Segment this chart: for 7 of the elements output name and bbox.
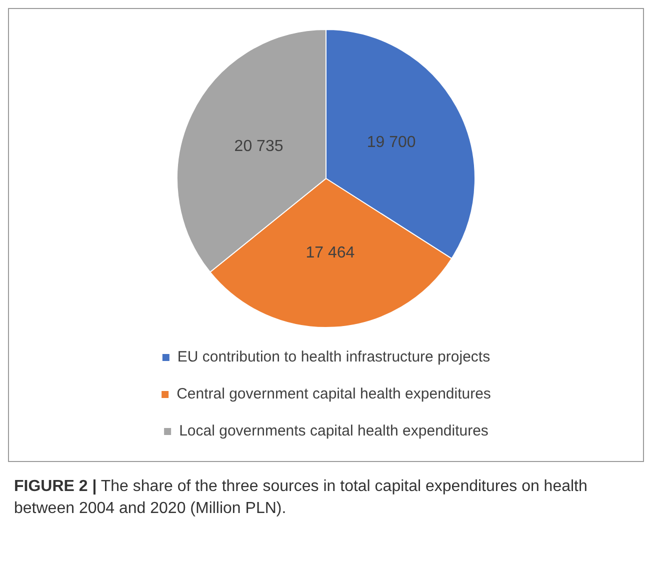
data-label: 20 735	[234, 138, 284, 155]
legend-label: EU contribution to health infrastructure projects	[177, 348, 490, 366]
data-label: 19 700	[366, 134, 416, 152]
caption: FIGURE 2 | The share of the three sources in total capital expenditures on health between 2004 and 2020 (Million PLN).	[14, 478, 588, 517]
legend-label: Local governments capital health expenditures	[179, 422, 488, 440]
data-label: 17 464	[306, 244, 355, 262]
legend-label: Central government capital health expenditures	[176, 386, 491, 403]
